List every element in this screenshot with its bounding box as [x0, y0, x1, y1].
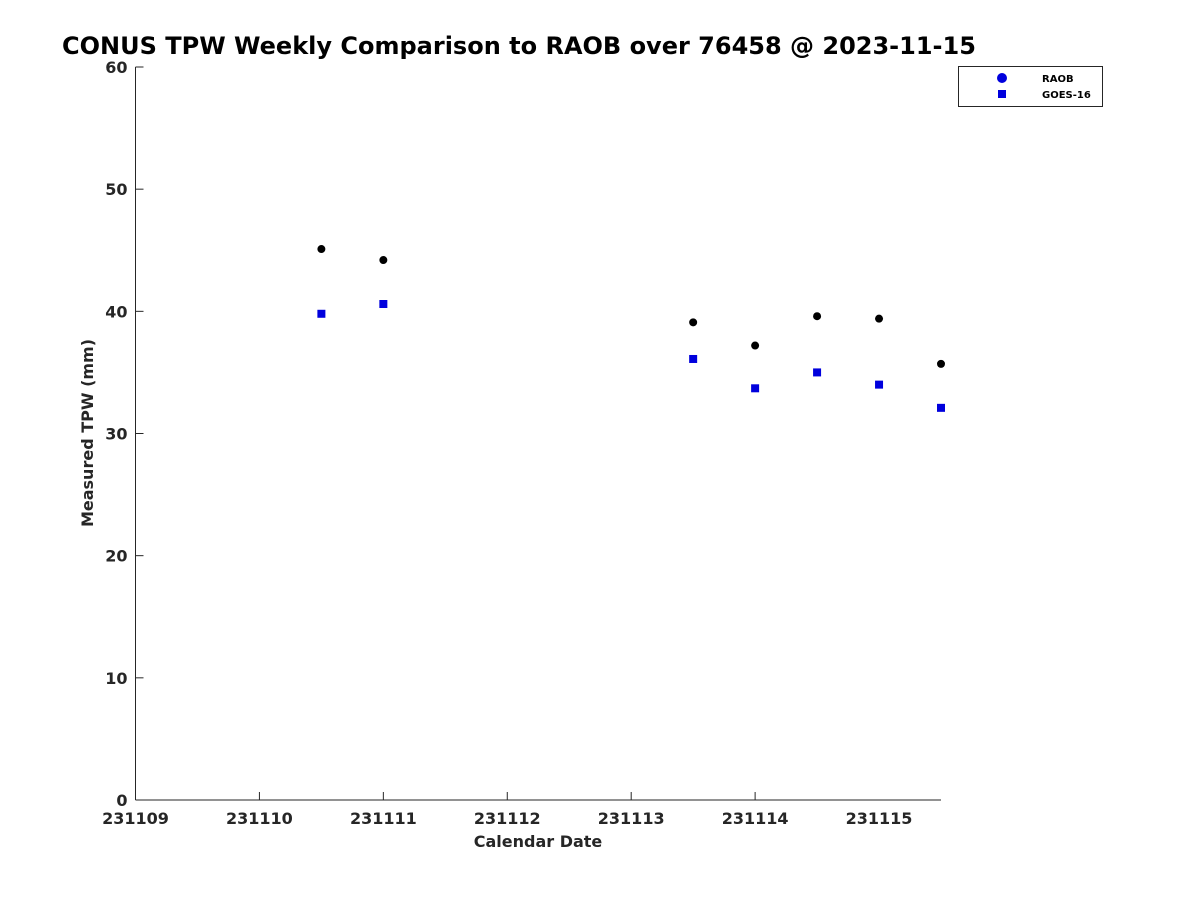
legend-box [958, 66, 1103, 107]
x-tick-label: 231110 [226, 809, 293, 828]
goes-16-point [689, 354, 698, 363]
x-tick-label: 231112 [474, 809, 541, 828]
plot-area [135, 67, 941, 801]
y-tick-label: 10 [105, 669, 127, 688]
legend-goes-marker [998, 90, 1006, 98]
raob-point [751, 341, 760, 350]
y-tick-label: 20 [105, 547, 127, 566]
y-axis-label: Measured TPW (mm) [78, 339, 97, 527]
x-tick-label: 231115 [846, 809, 913, 828]
raob-point [689, 318, 698, 327]
goes-16-point [751, 384, 760, 393]
y-tick-label: 0 [116, 791, 127, 810]
goes-16-point [937, 403, 945, 412]
raob-point [875, 314, 884, 323]
chart-title: CONUS TPW Weekly Comparison to RAOB over… [62, 32, 976, 60]
x-axis-ticks: 231109 231110 231111 231112 231113 231114 2311… [102, 792, 912, 828]
goes-16-point [317, 309, 326, 318]
legend-raob-marker [997, 73, 1007, 83]
x-tick-label: 231111 [350, 809, 417, 828]
goes-16-point [813, 368, 822, 377]
goes-16-point [379, 300, 388, 309]
raob-point [379, 256, 388, 265]
goes-16-point [875, 380, 884, 389]
y-axis-ticks: 0 10 20 30 40 50 60 [105, 58, 144, 810]
x-tick-label: 231109 [102, 809, 169, 828]
y-tick-label: 60 [105, 58, 127, 77]
y-tick-label: 50 [105, 180, 127, 199]
legend-goes-label: GOES-16 [1042, 90, 1091, 101]
raob-point [317, 245, 326, 254]
legend-raob-label: RAOB [1042, 74, 1074, 85]
data-points [317, 245, 945, 412]
raob-point [813, 312, 822, 321]
y-tick-label: 40 [105, 302, 127, 321]
legend: RAOB GOES-16 [958, 66, 1103, 107]
y-tick-label: 30 [105, 425, 127, 444]
x-tick-label: 231114 [722, 809, 789, 828]
x-axis-label: Calendar Date [474, 832, 603, 851]
raob-point [937, 359, 945, 368]
x-tick-label: 231113 [598, 809, 665, 828]
